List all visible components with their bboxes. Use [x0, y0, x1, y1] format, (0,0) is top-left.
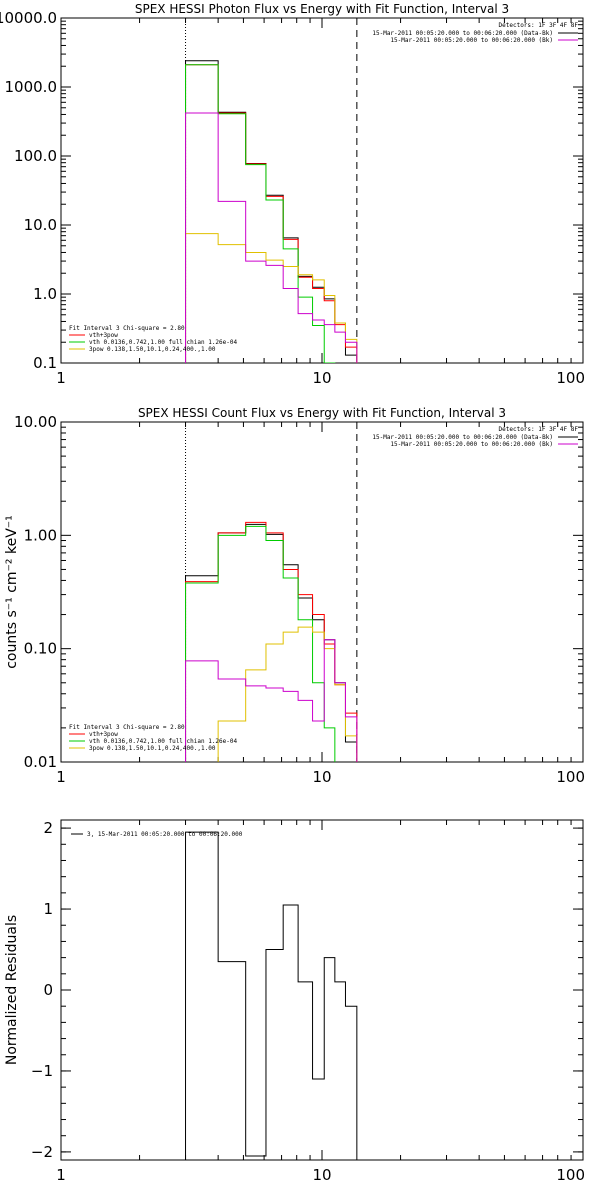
legend-label: vth+3pow	[89, 332, 118, 339]
y-tick-label: 0.1	[33, 354, 57, 372]
y-tick-label: 0	[43, 981, 53, 999]
y-tick-label: 1.00	[24, 526, 57, 544]
detectors-label: Detectors: 1F 3F 4F 8F	[499, 22, 579, 29]
legend-label: vth 0.0136,0.742,1.00 full chian 1.26e-0…	[89, 339, 237, 346]
legend-label: vth 0.0136,0.742,1.00 full chian 1.26e-0…	[89, 738, 237, 745]
series-layer	[185, 521, 358, 762]
y-tick-label: 10000.0	[0, 9, 57, 27]
series-residuals	[185, 831, 358, 1160]
x-tick-label: 100	[556, 768, 585, 786]
series-bk	[185, 112, 358, 363]
x-tick-label: 100	[556, 369, 585, 387]
legend-label: vth+3pow	[89, 731, 118, 738]
y-tick-label: −2	[31, 1143, 53, 1161]
detectors-label: Detectors: 1F 3F 4F 8F	[499, 426, 579, 433]
series-vth	[185, 64, 336, 363]
series-vth	[185, 525, 336, 762]
x-tick-label: 1	[56, 369, 66, 387]
series-3pow	[185, 233, 358, 363]
chart-panel-2: SPEX HESSI Count Flux vs Energy with Fit…	[4, 406, 585, 786]
x-tick-label: 10	[312, 369, 331, 387]
x-tick-label: 10	[312, 768, 331, 786]
series-bk	[185, 639, 358, 762]
fit-header: Fit Interval 3 Chi-square = 2.80	[69, 724, 185, 731]
x-tick-label: 100	[556, 1166, 585, 1184]
x-tick-label: 1	[56, 1166, 66, 1184]
y-tick-label: 100.0	[14, 147, 57, 165]
plot-frame	[60, 17, 584, 364]
legend-label: 3pow 0.138,1.50,10.1,0.24,400.,1.00	[89, 346, 216, 353]
y-tick-label: 1.0	[33, 285, 57, 303]
y-tick-label: 1	[43, 900, 53, 918]
legend-label: 15-Mar-2011 00:05:20.000 to 00:06:20.000…	[390, 37, 553, 44]
series-layer	[185, 60, 358, 363]
y-tick-label: 0.01	[24, 753, 57, 771]
y-tick-label: 2	[43, 819, 53, 837]
y-tick-label: 10.00	[14, 413, 57, 431]
y-axis-label: Normalized Residuals	[4, 915, 20, 1065]
plot-frame	[60, 421, 584, 763]
chart-panel-1: SPEX HESSI Photon Flux vs Energy with Fi…	[0, 2, 585, 387]
y-axis-label: counts s⁻¹ cm⁻² keV⁻¹	[4, 515, 20, 669]
x-tick-label: 1	[56, 768, 66, 786]
series-layer	[185, 831, 358, 1160]
plot-frame	[60, 819, 584, 1161]
chart-title: SPEX HESSI Photon Flux vs Energy with Fi…	[135, 2, 509, 16]
legend-label: 15-Mar-2011 00:05:20.000 to 00:06:20.000…	[372, 30, 553, 37]
x-tick-label: 10	[312, 1166, 331, 1184]
legend-label: 15-Mar-2011 00:05:20.000 to 00:06:20.000…	[372, 434, 553, 441]
series-data-bk	[185, 523, 358, 762]
chart-title: SPEX HESSI Count Flux vs Energy with Fit…	[138, 406, 506, 420]
legend-label: 15-Mar-2011 00:05:20.000 to 00:06:20.000…	[390, 441, 553, 448]
legend-label: 3pow 0.138,1.50,10.1,0.24,400.,1.00	[89, 745, 216, 752]
y-tick-label: 10.0	[24, 216, 57, 234]
fit-header: Fit Interval 3 Chi-square = 2.80	[69, 325, 185, 332]
legend-label: 3, 15-Mar-2011 00:05:20.000 to 00:06:20.…	[87, 831, 243, 838]
series-vth-3pow	[185, 521, 358, 762]
series-3pow	[217, 626, 358, 762]
y-tick-label: −1	[31, 1062, 53, 1080]
y-tick-label: 1000.0	[5, 78, 58, 96]
y-tick-label: 0.10	[24, 640, 57, 658]
